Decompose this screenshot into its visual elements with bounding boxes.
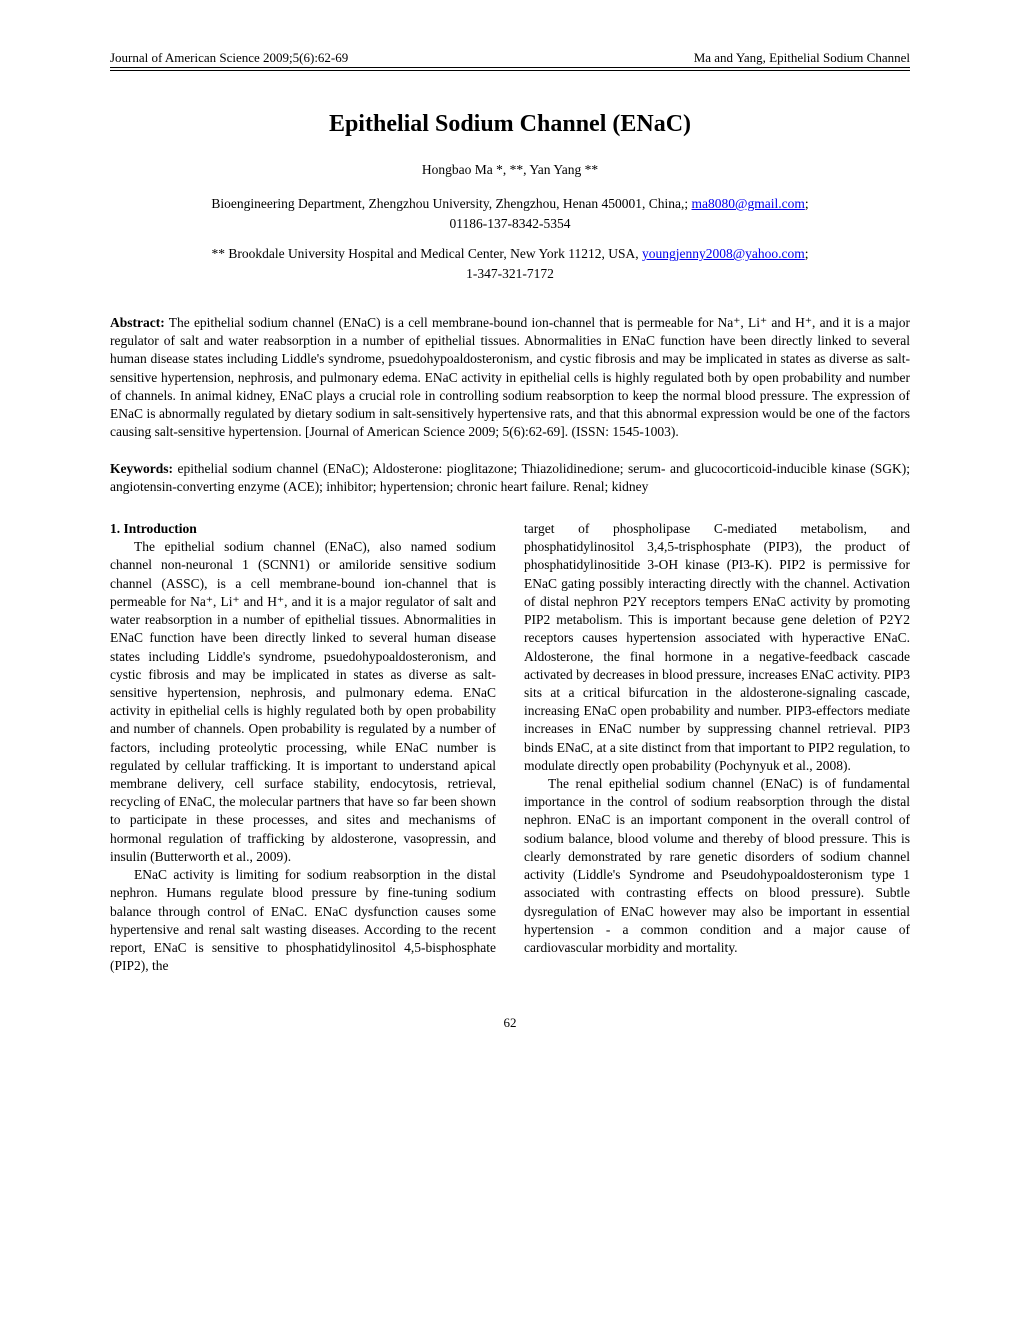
abstract-label: Abstract: — [110, 315, 165, 330]
section-heading-introduction: 1. Introduction — [110, 520, 496, 538]
paragraph: The renal epithelial sodium channel (ENa… — [524, 775, 910, 957]
column-left: 1. Introduction The epithelial sodium ch… — [110, 520, 496, 975]
header-rule — [110, 70, 910, 71]
running-header: Journal of American Science 2009;5(6):62… — [110, 50, 910, 68]
authors: Hongbao Ma *, **, Yan Yang ** — [110, 162, 910, 178]
affiliation-2-email-link[interactable]: youngjenny2008@yahoo.com — [642, 246, 805, 261]
header-left: Journal of American Science 2009;5(6):62… — [110, 50, 348, 66]
column-right: target of phospholipase C-mediated metab… — [524, 520, 910, 975]
affiliation-1-post: ; — [805, 196, 809, 211]
header-right: Ma and Yang, Epithelial Sodium Channel — [694, 50, 910, 66]
affiliation-1-phone: 01186-137-8342-5354 — [110, 216, 910, 232]
abstract-text: The epithelial sodium channel (ENaC) is … — [110, 315, 910, 439]
paragraph: target of phospholipase C-mediated metab… — [524, 520, 910, 775]
body-columns: 1. Introduction The epithelial sodium ch… — [110, 520, 910, 975]
affiliation-1: Bioengineering Department, Zhengzhou Uni… — [110, 196, 910, 212]
keywords-text: epithelial sodium channel (ENaC); Aldost… — [110, 461, 910, 494]
abstract: Abstract: The epithelial sodium channel … — [110, 314, 910, 442]
affiliation-1-email-link[interactable]: ma8080@gmail.com — [692, 196, 805, 211]
affiliation-2-text: ** Brookdale University Hospital and Med… — [211, 246, 642, 261]
affiliation-2: ** Brookdale University Hospital and Med… — [110, 246, 910, 262]
article-title: Epithelial Sodium Channel (ENaC) — [110, 111, 910, 138]
affiliation-2-phone: 1-347-321-7172 — [110, 266, 910, 282]
page-number: 62 — [110, 1015, 910, 1031]
keywords: Keywords: epithelial sodium channel (ENa… — [110, 460, 910, 496]
affiliation-2-post: ; — [805, 246, 809, 261]
paragraph: ENaC activity is limiting for sodium rea… — [110, 866, 496, 975]
keywords-label: Keywords: — [110, 461, 173, 476]
paragraph: The epithelial sodium channel (ENaC), al… — [110, 538, 496, 866]
affiliation-1-text: Bioengineering Department, Zhengzhou Uni… — [211, 196, 691, 211]
